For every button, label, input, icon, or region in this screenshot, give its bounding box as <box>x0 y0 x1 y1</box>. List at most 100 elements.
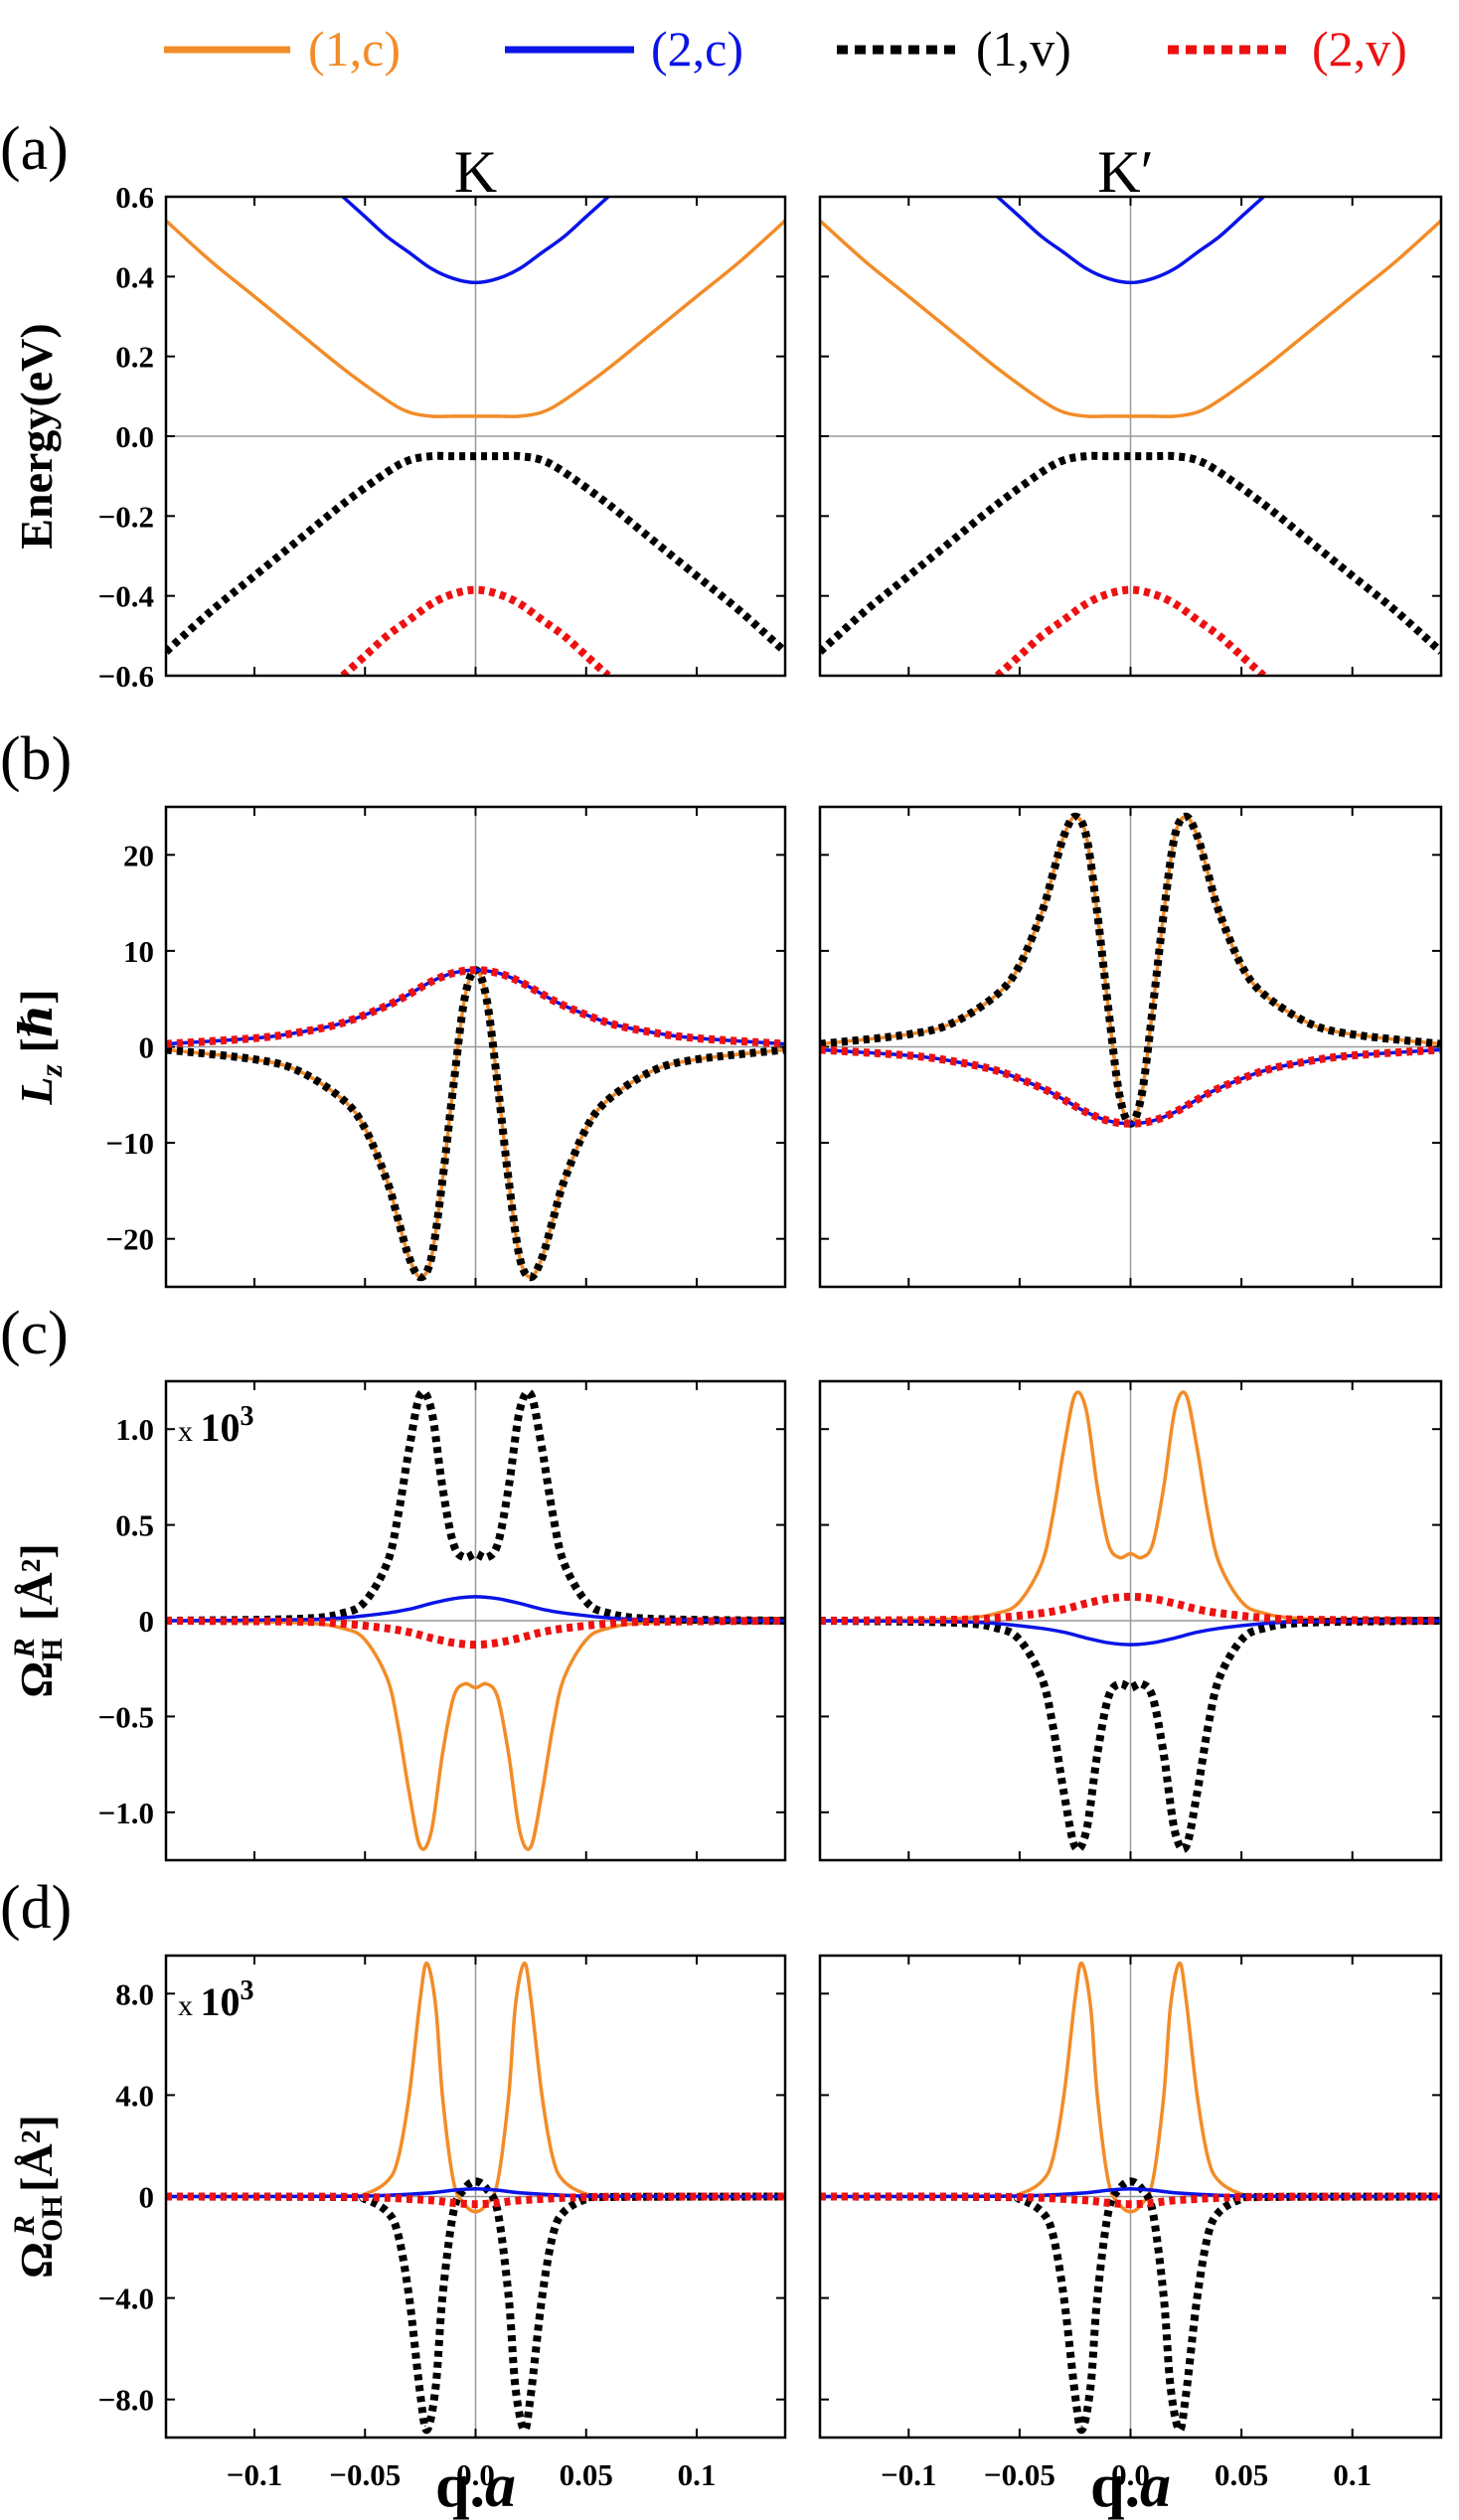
series-line-c2 <box>996 197 1265 285</box>
multiplier-label: x 103 <box>178 1975 254 2024</box>
series-line-c2 <box>820 1619 1441 1647</box>
y-tick-label: −8.0 <box>98 2383 154 2418</box>
series-group <box>820 812 1441 1128</box>
series-line-v2 <box>166 1617 785 1650</box>
plot-b-k: −20 −10 0 10 20 <box>105 805 787 1289</box>
x-tick-label: 0.05 <box>1215 2457 1268 2492</box>
plot-b-kprime <box>818 805 1443 1289</box>
x-tick-label: 0.1 <box>1333 2457 1372 2492</box>
plot-a-kprime <box>818 195 1443 678</box>
series-line-v2 <box>340 585 611 676</box>
series-group <box>166 1388 785 1851</box>
plot-a-k: −0.6 −0.4 −0.2 0.0 0.2 0.4 0.6 <box>98 180 787 694</box>
y-tick-label: −4.0 <box>98 2282 154 2316</box>
y-tick-label: 0 <box>139 1030 155 1065</box>
y-tick-label: 20 <box>123 838 154 872</box>
column-titles: K K′ <box>454 139 1154 205</box>
series-group <box>166 966 785 1282</box>
series-line-v1 <box>166 2177 785 2435</box>
series-line-v2 <box>166 2192 785 2209</box>
plot-c-kprime <box>818 1379 1443 1862</box>
series-line-c1 <box>166 1619 785 1851</box>
series-line-v2 <box>166 966 785 1048</box>
series-line-c1 <box>820 1961 1441 2214</box>
series-group <box>166 1961 785 2435</box>
x-tick-label: −0.05 <box>329 2457 401 2492</box>
y-tick-label: 0 <box>139 1604 155 1639</box>
series-line-c2 <box>166 1595 785 1623</box>
legend-label-c1: (1,c) <box>308 21 401 77</box>
y-tick-label: −1.0 <box>98 1796 154 1830</box>
y-axis-label: ΩOHR [Å²] <box>8 2115 69 2279</box>
plot-c-k: −1.0 −0.5 0 0.5 1.0 x 103 <box>98 1379 787 1862</box>
series-group <box>820 1961 1441 2435</box>
series-line-v1 <box>820 1617 1441 1853</box>
series-line-c2 <box>341 197 610 285</box>
x-axis-label-k: q.a <box>435 2452 516 2520</box>
legend: (1,c) (2,c) (1,v) (2,v) <box>164 21 1407 77</box>
y-tick-label: −0.2 <box>98 499 154 534</box>
y-axis-label: Energy(eV) <box>11 323 62 549</box>
series-line-v1 <box>166 451 785 655</box>
legend-label-v1: (1,v) <box>976 21 1071 77</box>
plot-frame <box>164 1379 787 1862</box>
series-line-v1 <box>166 1388 785 1625</box>
y-axis-label: Lz [ℏ] <box>11 989 69 1105</box>
plot-frame <box>818 195 1443 678</box>
plot-frame <box>164 195 787 678</box>
y-tick-label: 4.0 <box>115 2078 154 2113</box>
series-group <box>166 197 785 676</box>
panel-row-a: (a) Energy(eV) −0.6 −0.4 −0.2 0.0 0.2 0.4 0.6 <box>0 115 1443 694</box>
panel-tag: (d) <box>0 1874 72 1942</box>
x-tick-label: −0.05 <box>984 2457 1055 2492</box>
series-group <box>820 1390 1441 1853</box>
panels: (a) Energy(eV) −0.6 −0.4 −0.2 0.0 0.2 0.4 0.6 (b)… <box>0 115 1443 2492</box>
multiplier-label: x 103 <box>178 1401 254 1450</box>
y-tick-label: 0.2 <box>115 340 154 375</box>
column-title-kprime: K′ <box>1097 139 1153 205</box>
legend-label-v2: (2,v) <box>1312 21 1407 77</box>
series-line-c2 <box>166 2187 785 2199</box>
series-line-c1 <box>166 219 785 418</box>
x-axis-label-kprime: q.a <box>1090 2452 1171 2520</box>
y-tick-label: −10 <box>105 1126 154 1161</box>
plot-frame <box>818 1379 1443 1862</box>
panel-tag: (c) <box>0 1300 69 1367</box>
plot-frame <box>164 1954 787 2440</box>
plot-frame <box>164 805 787 1289</box>
column-title-k: K <box>454 139 497 205</box>
x-tick-label: 0.1 <box>678 2457 717 2492</box>
series-line-v2 <box>820 2192 1441 2209</box>
panel-tag: (a) <box>0 115 69 183</box>
series-line-v2 <box>820 1592 1441 1625</box>
series-line-c1 <box>166 1961 785 2214</box>
x-tick-label: 0.05 <box>560 2457 613 2492</box>
y-tick-label: −0.5 <box>98 1699 154 1734</box>
y-tick-label: 0.6 <box>115 180 154 215</box>
series-group <box>820 197 1441 676</box>
y-tick-label: 0.0 <box>115 419 154 454</box>
y-axis-label: ΩHR [Å²] <box>8 1543 69 1697</box>
series-line-c1 <box>820 219 1441 418</box>
y-tick-label: 0 <box>139 2180 155 2215</box>
x-axis-labels: q.a q.a <box>435 2452 1171 2520</box>
y-tick-label: −0.6 <box>98 659 154 694</box>
y-tick-label: 10 <box>123 934 154 969</box>
series-line-c1 <box>820 1390 1441 1623</box>
y-tick-label: 1.0 <box>115 1412 154 1447</box>
y-tick-label: 8.0 <box>115 1976 154 2011</box>
panel-row-b: (b) Lz [ℏ] −20 −10 0 10 20 <box>0 725 1443 1289</box>
series-line-v2 <box>820 1045 1441 1128</box>
series-line-v2 <box>994 585 1267 676</box>
panel-tag: (b) <box>0 725 72 793</box>
series-line-v1 <box>820 451 1441 655</box>
y-tick-label: −0.4 <box>98 579 154 614</box>
series-line-v1 <box>820 2177 1441 2435</box>
y-tick-label: 0.4 <box>115 259 154 294</box>
x-tick-label: −0.1 <box>227 2457 282 2492</box>
panel-row-c: (c) ΩHR [Å²] −1.0 −0.5 0 0.5 1.0 x 103 <box>0 1300 1443 1862</box>
x-tick-label: 0.0 <box>456 2457 495 2492</box>
plot-frame <box>818 805 1443 1289</box>
panel-row-d: (d) ΩOHR [Å²] −8.0 −4.0 0 4.0 8.0 x 103 −0.1 −0.0… <box>0 1874 1443 2492</box>
